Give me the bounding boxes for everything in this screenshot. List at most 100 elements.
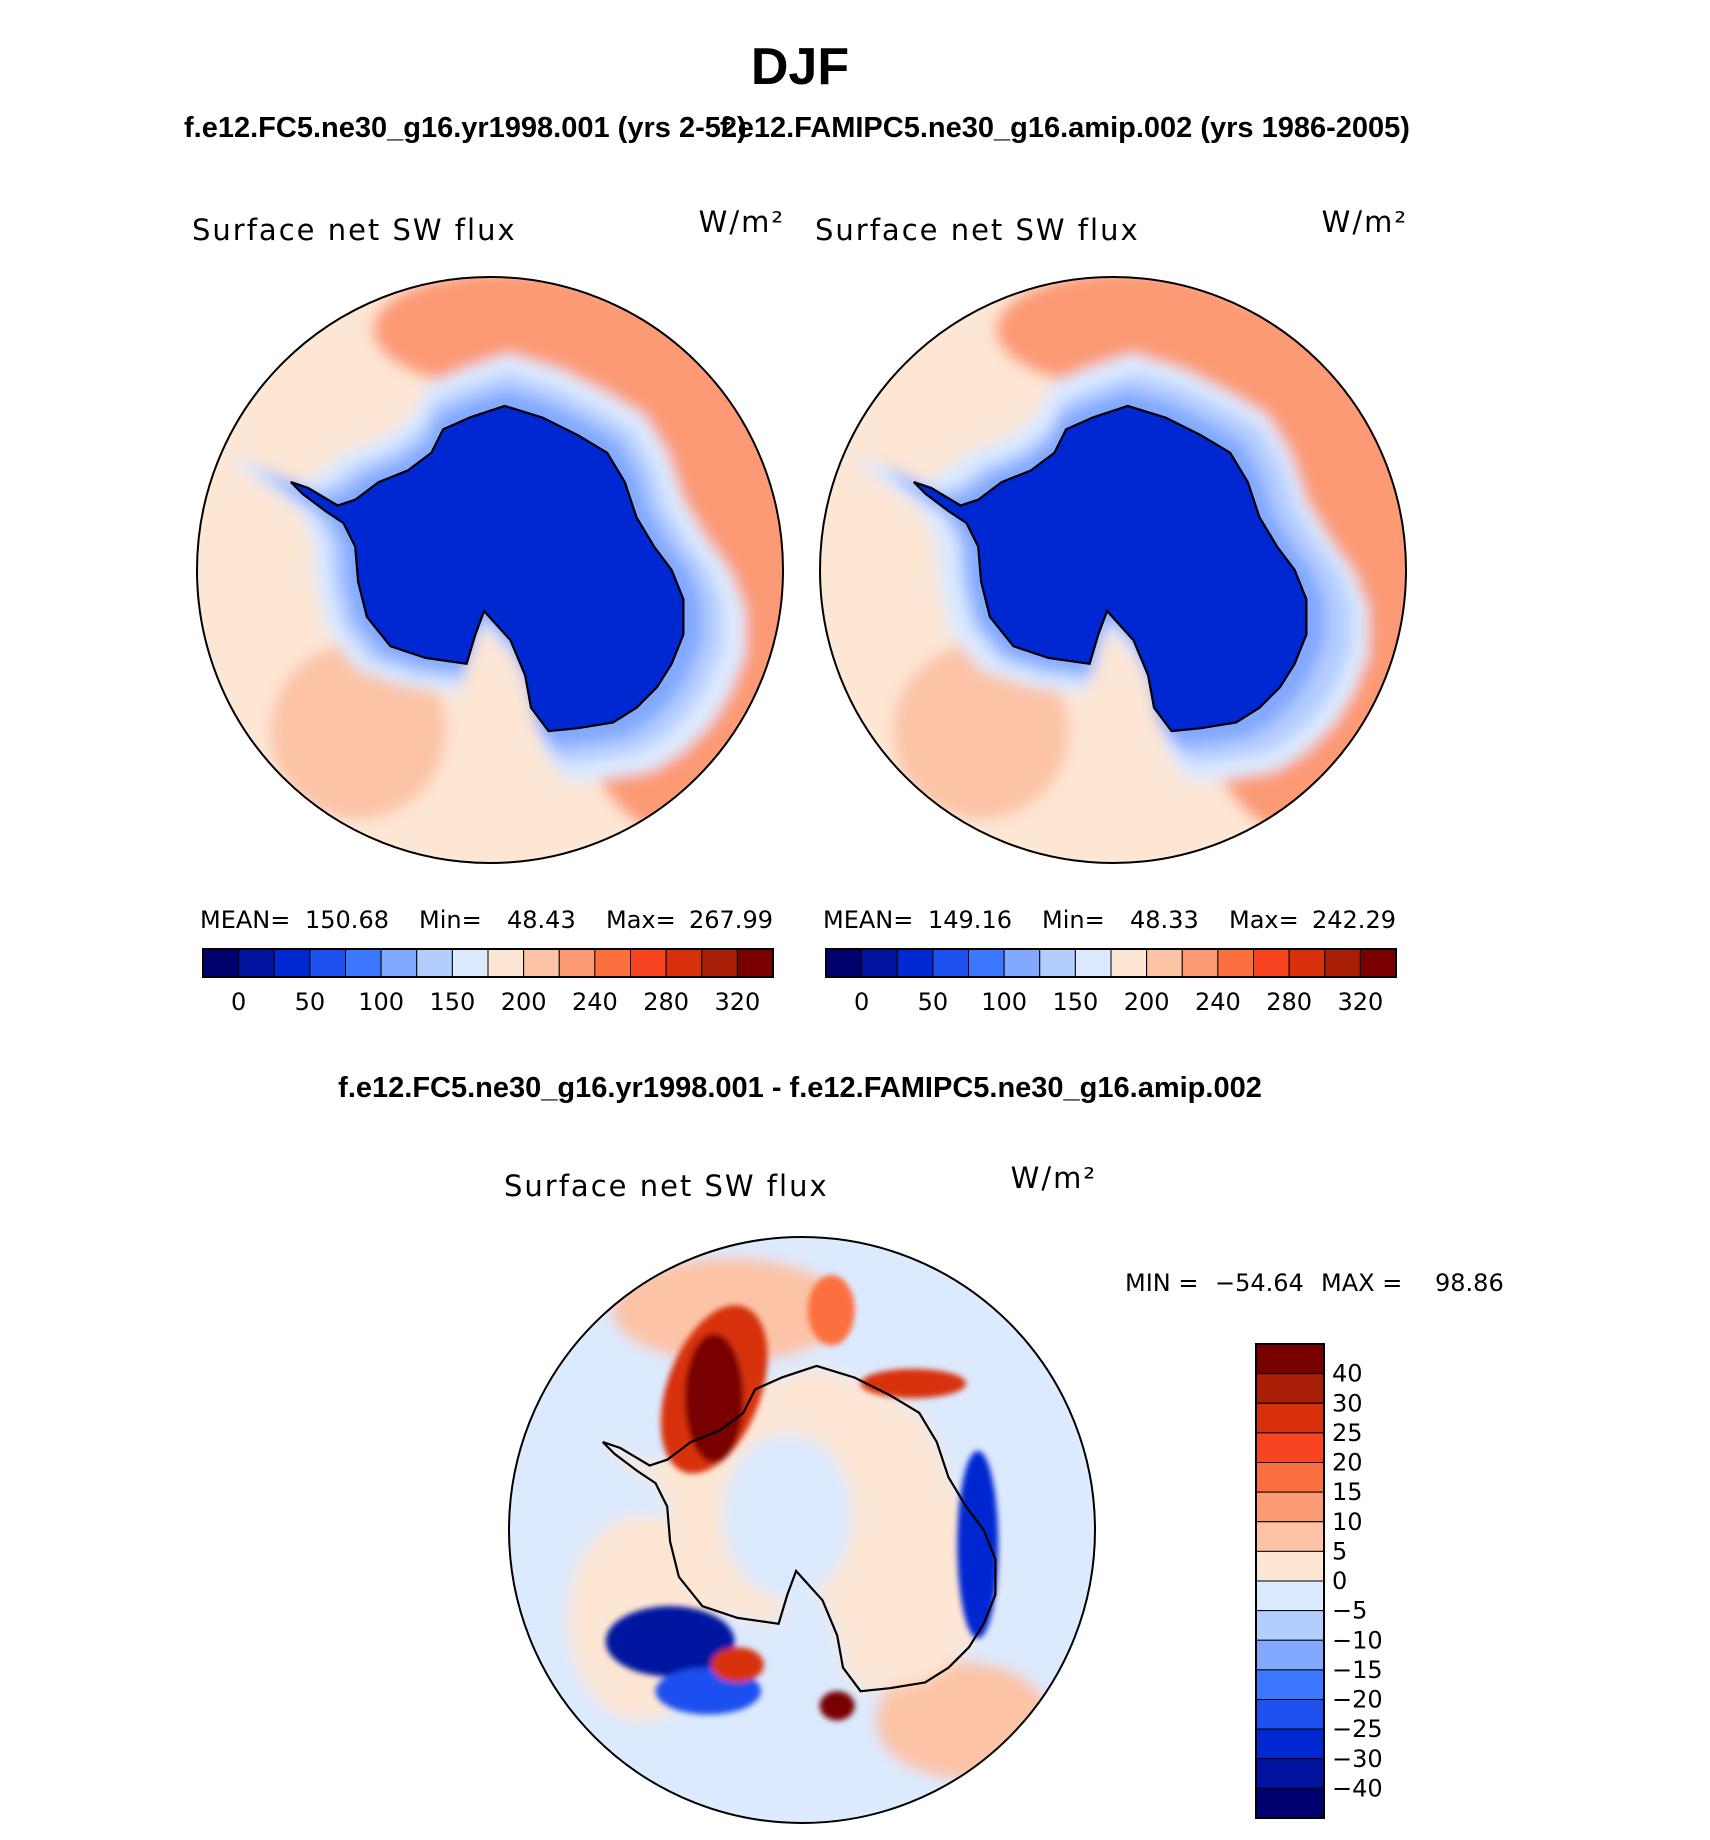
diff-map	[509, 1237, 1095, 1823]
ross-anomaly	[605, 1606, 735, 1677]
colorbar-tick-label: −40	[1332, 1774, 1383, 1802]
colorbar-tick-label: 280	[1266, 988, 1312, 1016]
ocean-indian-region	[893, 643, 1070, 820]
colorbar-box	[487, 948, 525, 978]
colorbar-tick-label: 0	[854, 988, 869, 1016]
diff-map-border	[508, 1236, 1096, 1824]
diff-max-value: 98.86	[1435, 1269, 1504, 1297]
diff-min-label: MIN =	[1125, 1269, 1198, 1297]
colorbar-box	[1255, 1491, 1325, 1523]
colorbar-box	[1255, 1402, 1325, 1434]
panel2-map-border	[819, 276, 1407, 864]
panel-difference: Surface net SW flux W/m² MIN = −54.64 MA…	[504, 1161, 1504, 1824]
colorbar-box	[736, 948, 774, 978]
colorbar-box	[1110, 948, 1148, 978]
colorbar-box	[309, 948, 346, 978]
colorbar-tick-label: 40	[1332, 1360, 1363, 1388]
colorbar-tick-label: −5	[1332, 1597, 1367, 1625]
ocean-high-region-north	[995, 277, 1260, 389]
diff-max-label: MAX =	[1321, 1269, 1402, 1297]
antarctica-west-negative	[722, 1433, 852, 1598]
panel1-mean-label: MEAN=	[200, 906, 290, 934]
panel2-mean-label: MEAN=	[823, 906, 913, 934]
colorbar-tick-label: 50	[295, 988, 326, 1016]
ocean-indian-region	[270, 643, 447, 820]
colorbar-tick-label: 240	[572, 988, 618, 1016]
diff-anomalies	[605, 1275, 999, 1721]
weddell-anomaly-core	[684, 1333, 744, 1463]
colorbar-tick-label: 5	[1332, 1537, 1347, 1565]
antarctica-field	[913, 405, 1307, 732]
colorbar-box	[1255, 1343, 1325, 1375]
colorbar-box	[665, 948, 703, 978]
colorbar-tick-label: 30	[1332, 1389, 1363, 1417]
colorbar-tick-label: 320	[714, 988, 760, 1016]
colorbar-tick-label: 100	[981, 988, 1027, 1016]
north-coast-positive	[860, 1368, 967, 1399]
colorbar-tick-label: 320	[1337, 988, 1383, 1016]
antarctica-coastline	[913, 404, 1308, 733]
colorbar-box	[1255, 1639, 1325, 1671]
colorbar-box	[968, 948, 1005, 978]
panel1-subtitle: f.e12.FC5.ne30_g16.yr1998.001 (yrs 2-52)	[184, 112, 747, 144]
diff-subtitle: f.e12.FC5.ne30_g16.yr1998.001 - f.e12.FA…	[338, 1072, 1262, 1104]
panel2-max-label: Max=	[1229, 906, 1299, 934]
colorbar-box	[1255, 1550, 1325, 1582]
colorbar-box	[1217, 948, 1254, 978]
colorbar-box	[701, 948, 738, 978]
colorbar-tick-label: 200	[501, 988, 547, 1016]
panel2-max-value: 242.29	[1312, 906, 1396, 934]
antarctica-field	[290, 405, 684, 732]
colorbar-frame	[1255, 1343, 1325, 1819]
panel2-min-label: Min=	[1042, 906, 1105, 934]
figure-title: DJF	[751, 38, 849, 96]
panel1-min-label: Min=	[419, 906, 482, 934]
east-coast-negative	[957, 1450, 999, 1639]
colorbar-box	[861, 948, 898, 978]
panel1-colorbar: 0 50 100 150 200 240 280 320	[202, 948, 774, 1016]
colorbar-tick-label: −30	[1332, 1745, 1383, 1773]
colorbar-box	[1253, 948, 1290, 978]
panel-case1: Surface net SW flux W/m² MEAN= 150.68 Mi…	[192, 205, 785, 1016]
colorbar-box	[932, 948, 969, 978]
antarctica-coastline	[290, 404, 685, 733]
colorbar-box	[630, 948, 667, 978]
colorbar-box	[1255, 1787, 1325, 1819]
north-positive	[807, 1275, 855, 1346]
colorbar-box	[825, 948, 863, 978]
panel1-variable: Surface net SW flux	[192, 213, 517, 247]
colorbar-box	[238, 948, 275, 978]
panel1-map	[197, 277, 783, 863]
colorbar-tick-label: 100	[358, 988, 404, 1016]
colorbar-box	[1324, 948, 1361, 978]
panel2-subtitle: f.e12.FAMIPC5.ne30_g16.amip.002 (yrs 198…	[720, 112, 1410, 144]
panel2-mean-value: 149.16	[928, 906, 1012, 934]
colorbar-tick-label: 150	[1052, 988, 1098, 1016]
colorbar-box	[1003, 948, 1041, 978]
colorbar-box	[380, 948, 418, 978]
colorbar-box	[1255, 1758, 1325, 1789]
colorbar-box	[1255, 1373, 1325, 1404]
colorbar-tick-label: 0	[1332, 1567, 1347, 1595]
panel1-units: W/m²	[699, 205, 785, 239]
colorbar-box	[1255, 1521, 1325, 1552]
colorbar-tick-label: 15	[1332, 1478, 1363, 1506]
diff-variable: Surface net SW flux	[504, 1169, 829, 1203]
colorbar-box	[202, 948, 240, 978]
diff-field	[509, 1237, 1095, 1823]
colorbar-box	[451, 948, 489, 978]
panel2-map	[820, 277, 1406, 863]
ross-positive	[711, 1647, 764, 1683]
diff-units: W/m²	[1011, 1161, 1097, 1195]
panel-case2: Surface net SW flux W/m² MEAN= 149.16 Mi…	[815, 205, 1407, 1016]
colorbar-box	[594, 948, 631, 978]
colorbar-box	[896, 948, 934, 978]
colorbar-box	[1359, 948, 1397, 978]
panel2-colorbar: 0 50 100 150 200 240 280 320	[825, 948, 1397, 1016]
colorbar-box	[1146, 948, 1183, 978]
panel1-max-label: Max=	[606, 906, 676, 934]
colorbar-tick-label: −25	[1332, 1715, 1383, 1743]
